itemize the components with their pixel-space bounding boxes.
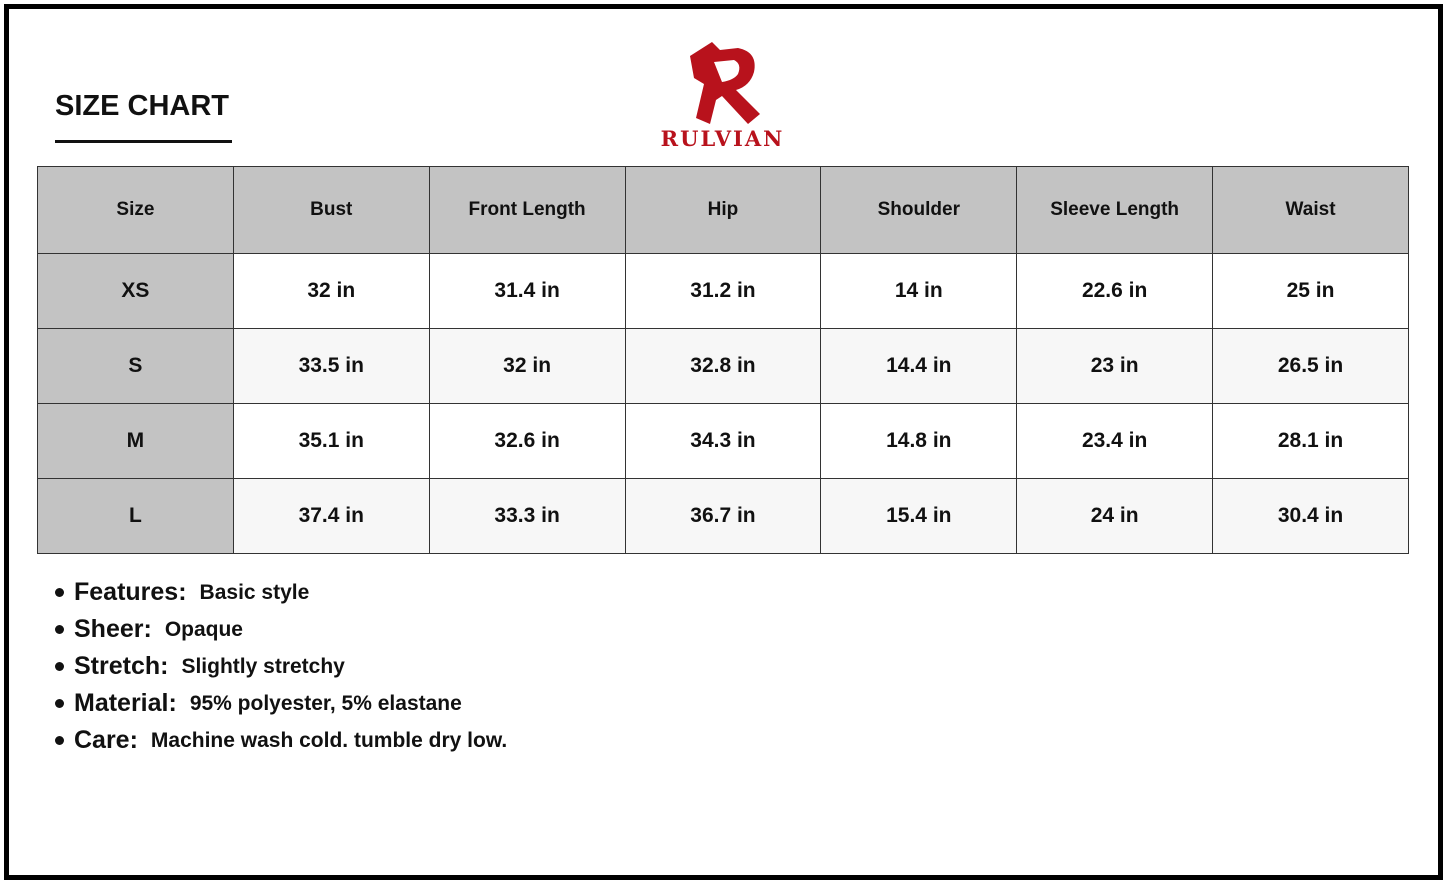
feature-label: Material:	[74, 689, 177, 717]
measure-cell: 31.2 in	[624, 253, 822, 329]
measure-cell: 34.3 in	[624, 403, 822, 479]
feature-value: Slightly stretchy	[181, 654, 345, 678]
measure-cell: 14.4 in	[820, 328, 1018, 404]
feature-value: Machine wash cold. tumble dry low.	[150, 728, 508, 752]
feature-label: Stretch:	[74, 652, 169, 680]
feature-item: Features: Basic style	[55, 574, 507, 611]
measure-cell: 28.1 in	[1212, 403, 1409, 479]
feature-value: Opaque	[164, 617, 243, 641]
measure-cell: 23 in	[1016, 328, 1214, 404]
size-cell: XS	[37, 253, 234, 329]
feature-item: Stretch: Slightly stretchy	[55, 648, 507, 685]
measure-cell: 22.6 in	[1016, 253, 1214, 329]
measure-cell: 32.8 in	[624, 328, 822, 404]
measure-cell: 25 in	[1212, 253, 1409, 329]
bullet	[55, 736, 64, 745]
feature-item: Sheer: Opaque	[55, 611, 507, 648]
feature-value: 95% polyester, 5% elastane	[189, 691, 462, 715]
column-header: Bust	[232, 166, 430, 254]
table-row: M 35.1 in 32.6 in 34.3 in 14.8 in 23.4 in 28.1…	[37, 403, 1409, 479]
feature-value: Basic style	[199, 580, 310, 604]
measure-cell: 33.5 in	[232, 328, 430, 404]
bullet	[55, 625, 64, 634]
measure-cell: 32 in	[428, 328, 626, 404]
feature-list: Features: Basic style Sheer: Opaque Stretch:…	[55, 574, 507, 759]
measure-cell: 15.4 in	[820, 478, 1018, 554]
size-cell: L	[37, 478, 234, 554]
measure-cell: 36.7 in	[624, 478, 822, 554]
bullet	[55, 699, 64, 708]
feature-item: Care: Machine wash cold. tumble dry low.	[55, 722, 507, 759]
size-cell: M	[37, 403, 234, 479]
measure-cell: 33.3 in	[428, 478, 626, 554]
brand-name: RULVIAN	[660, 126, 785, 151]
size-cell: S	[37, 328, 234, 404]
brand-logo	[690, 42, 760, 124]
title: SIZE CHART	[55, 90, 229, 122]
measure-cell: 24 in	[1016, 478, 1214, 554]
measure-cell: 23.4 in	[1016, 403, 1214, 479]
feature-label: Sheer:	[74, 615, 152, 643]
header-row: Size Bust Front Length Hip Shoulder Sleeve Le…	[37, 166, 1409, 254]
measure-cell: 14.8 in	[820, 403, 1018, 479]
measure-cell: 30.4 in	[1212, 478, 1409, 554]
feature-label: Care:	[74, 726, 138, 754]
measure-cell: 32 in	[232, 253, 430, 329]
bullet	[55, 662, 64, 671]
title-underline	[55, 140, 232, 143]
column-header: Sleeve Length	[1016, 166, 1214, 254]
column-header: Front Length	[428, 166, 626, 254]
column-header: Waist	[1212, 166, 1409, 254]
measure-cell: 31.4 in	[428, 253, 626, 329]
measure-cell: 35.1 in	[232, 403, 430, 479]
column-header: Shoulder	[820, 166, 1018, 254]
table-row: XS 32 in 31.4 in 31.2 in 14 in 22.6 in 25 in	[37, 253, 1409, 329]
measure-cell: 32.6 in	[428, 403, 626, 479]
frame	[4, 4, 1443, 880]
table-row: L 37.4 in 33.3 in 36.7 in 15.4 in 24 in 30.4 i…	[37, 478, 1409, 554]
measure-cell: 14 in	[820, 253, 1018, 329]
measure-cell: 26.5 in	[1212, 328, 1409, 404]
column-header: Hip	[624, 166, 822, 254]
size-table: Size Bust Front Length Hip Shoulder Sleeve Le…	[37, 166, 1409, 554]
table-row: S 33.5 in 32 in 32.8 in 14.4 in 23 in 26.5 in	[37, 328, 1409, 404]
column-header: Size	[37, 166, 234, 254]
feature-item: Material: 95% polyester, 5% elastane	[55, 685, 507, 722]
feature-label: Features:	[74, 578, 187, 606]
measure-cell: 37.4 in	[232, 478, 430, 554]
bullet	[55, 588, 64, 597]
